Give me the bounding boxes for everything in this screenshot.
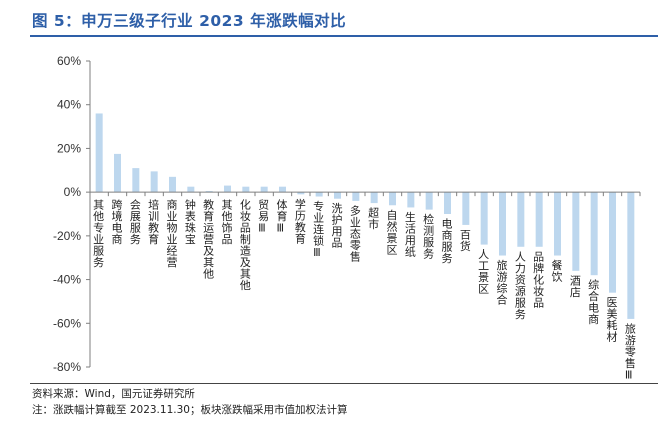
y-tick-label: 0% [64, 185, 82, 199]
bar-18 [407, 192, 415, 208]
bar-8 [224, 185, 231, 193]
bar-7 [205, 191, 213, 193]
bar-19 [425, 192, 433, 210]
bar-20 [444, 192, 451, 214]
figure-title: 图 5：申万三级子行业 2023 年涨跌幅对比 [32, 12, 347, 30]
category-label: 自然景区 [387, 209, 398, 257]
category-label: 其他专业服务 [93, 199, 104, 270]
bar-12 [297, 192, 305, 195]
y-tick-label: 20% [57, 141, 81, 155]
category-label: 会展服务 [130, 199, 141, 247]
bar-21 [462, 192, 470, 225]
bars [95, 113, 635, 319]
y-tick-label: -60% [53, 316, 81, 330]
bar-10 [260, 186, 268, 193]
category-label: 品牌化妆品 [533, 250, 544, 309]
bar-6 [187, 186, 195, 193]
category-label: 贸易 Ⅲ [258, 199, 269, 235]
category-label: 教育运营及其他 [203, 199, 214, 281]
category-label: 多业态零售 [350, 203, 361, 263]
bar-23 [499, 192, 506, 256]
x-axis [89, 191, 641, 197]
bottom-rule [30, 383, 658, 384]
category-label: 钟表珠宝 [185, 198, 196, 247]
bar-24 [517, 192, 525, 247]
category-label: 医美耗材 [607, 296, 618, 344]
bar-29 [609, 192, 616, 293]
bar-13 [315, 192, 323, 197]
bar-27 [572, 192, 580, 271]
category-label: 专业连锁 Ⅲ [313, 199, 324, 259]
category-label: 跨境电商 [112, 199, 123, 247]
bar-9 [242, 186, 250, 193]
calc-note: 注：涨跌幅计算截至 2023.11.30；板块涨跌幅采用市值加权法计算 [32, 404, 348, 416]
title-rule [30, 35, 658, 37]
source-note: 资料来源：Wind，国元证券研究所 [32, 388, 195, 400]
category-label: 学历教育 [295, 197, 306, 246]
bar-5 [169, 176, 176, 193]
category-label: 检测服务 [423, 212, 434, 261]
bar-26 [554, 192, 561, 256]
bar-14 [334, 192, 341, 199]
category-label: 生活用纸 [405, 210, 416, 259]
bar-15 [352, 192, 360, 201]
bar-4 [150, 171, 158, 193]
category-label: 其他饰品 [222, 199, 233, 247]
bar-2 [114, 153, 121, 193]
category-label: 酒店 [570, 274, 581, 299]
category-label: 餐饮 [552, 258, 563, 284]
y-tick-label: 60% [57, 54, 81, 68]
bar-chart: 60% 40% 20% 0% -20% -40% -60% -80% 其他专业服务跨境电商会展… [53, 54, 641, 382]
category-label: 人力资源服务 [515, 250, 526, 321]
y-tick-label: 40% [57, 98, 81, 112]
category-label: 电商服务 [442, 218, 453, 266]
category-label: 商业物业经营 [167, 198, 178, 270]
bar-25 [535, 192, 543, 247]
bar-17 [389, 192, 396, 206]
y-tick-label: -80% [53, 360, 81, 374]
bar-22 [480, 192, 488, 245]
bar-11 [279, 186, 286, 193]
bar-28 [590, 192, 598, 276]
bar-3 [132, 168, 140, 193]
y-tick-label: -40% [53, 273, 81, 287]
category-label: 超市 [368, 206, 379, 232]
category-label: 培训教育 [148, 198, 159, 247]
category-label: 旅游综合 [497, 258, 508, 307]
category-label: 体育 Ⅲ [277, 198, 288, 235]
category-label: 人工景区 [478, 248, 489, 296]
category-label: 综合电商 [588, 278, 599, 327]
bar-16 [370, 192, 378, 204]
y-tick-label: -20% [53, 229, 81, 243]
category-label: 洗护用品 [332, 202, 343, 250]
category-labels: 其他专业服务跨境电商会展服务培训教育商业物业经营钟表珠宝教育运营及其他其他饰品化… [93, 197, 636, 382]
category-label: 百货 [460, 228, 471, 253]
y-axis: 60% 40% 20% 0% -20% -40% -60% -80% [53, 54, 91, 374]
bar-1 [95, 113, 103, 193]
bar-30 [627, 192, 635, 319]
category-label: 旅游零售 Ⅲ [625, 321, 636, 381]
category-label: 化妆品制造及其他 [240, 198, 251, 293]
